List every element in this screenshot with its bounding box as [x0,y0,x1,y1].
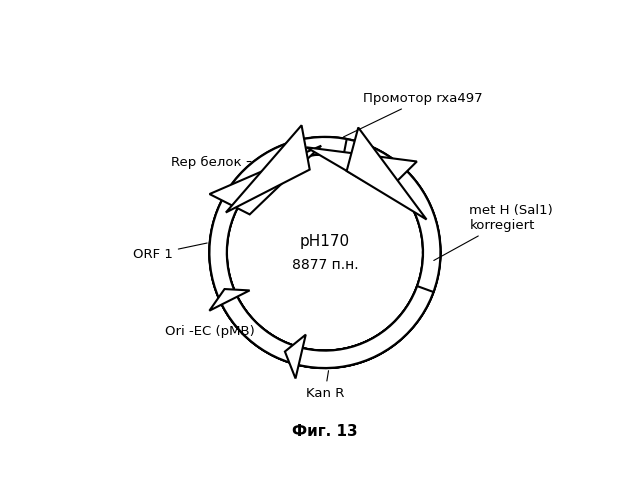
Polygon shape [226,126,309,212]
Polygon shape [209,177,441,368]
Text: Ori -EC (pMB): Ori -EC (pMB) [165,322,255,338]
Text: Kan R: Kan R [306,370,344,400]
Text: met H (Sal1)
korregiert: met H (Sal1) korregiert [434,204,553,260]
Polygon shape [347,128,427,220]
Text: 8877 п.н.: 8877 п.н. [292,258,358,272]
Text: ORF 1: ORF 1 [133,243,207,261]
Polygon shape [209,140,441,368]
Polygon shape [306,148,417,193]
Text: Фиг. 13: Фиг. 13 [292,424,358,439]
Polygon shape [300,339,379,368]
Polygon shape [209,146,321,214]
Polygon shape [212,137,441,368]
Polygon shape [209,289,250,310]
Text: pH170: pH170 [300,234,350,249]
Polygon shape [222,298,273,350]
Polygon shape [285,334,306,378]
Polygon shape [209,137,434,368]
Text: Промотор rxa497: Промотор rxa497 [344,92,483,137]
Text: Rep белок: Rep белок [171,156,251,168]
